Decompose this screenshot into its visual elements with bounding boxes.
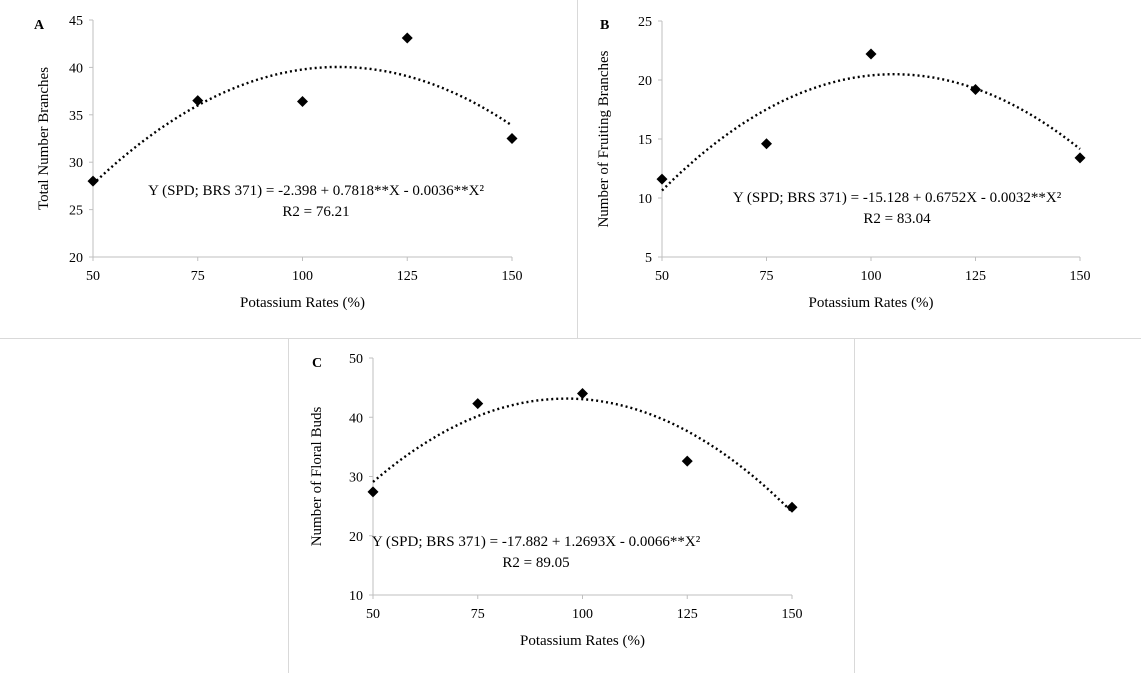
trendline [661,73,1081,192]
panel-label-b: B [600,18,609,33]
x-axis-title: Potassium Rates (%) [520,633,645,649]
panel-label-c: C [312,356,322,371]
chart-a-svg: 20 25 30 35 40 45 50 75 100 125 150 A Potassium Rate… [34,14,523,311]
r-squared-label: R2 = 83.04 [863,211,931,227]
data-point [506,133,518,144]
horizontal-divider [0,338,1141,339]
r-squared-label: R2 = 76.21 [282,204,349,220]
x-tick-label: 50 [86,269,100,284]
x-tick-label: 75 [191,269,205,284]
chart-panel-b: 5 10 15 20 25 50 75 100 125 150 B Potassium Rates (… [577,0,1141,338]
x-tick-label: 75 [471,607,485,622]
trendline [92,65,513,185]
data-point [472,398,484,410]
x-axis-title: Potassium Rates (%) [809,295,934,311]
trendline [372,397,793,513]
x-tick-label: 50 [655,269,669,284]
x-tick-label: 100 [572,607,593,622]
data-point [970,83,981,95]
y-tick-label: 20 [349,530,363,545]
regression-equation: Y (SPD; BRS 371) = -17.882 + 1.2693X - 0… [372,534,701,550]
x-tick-label: 150 [782,607,803,622]
chart-c-svg: 10 20 30 40 50 50 75 100 125 150 C Potassium Rates … [309,352,803,649]
panel-label-a: A [34,18,45,33]
data-point [87,175,99,187]
x-tick-label: 125 [397,269,418,284]
data-point [681,455,693,467]
y-tick-label: 45 [69,14,83,29]
x-tick-label: 150 [1070,269,1091,284]
data-point [297,96,308,108]
r-squared-label: R2 = 89.05 [502,555,569,571]
chart-b-svg: 5 10 15 20 25 50 75 100 125 150 B Potassium Rates (… [596,15,1091,311]
y-tick-label: 10 [349,589,363,604]
x-tick-label: 75 [760,269,774,284]
chart-panel-a: 20 25 30 35 40 45 50 75 100 125 150 A Potassium Rate… [0,0,577,338]
y-tick-label: 20 [69,251,83,266]
chart-panel-c: 10 20 30 40 50 50 75 100 125 150 C Potassium Rates … [288,338,854,673]
data-point [1074,152,1086,164]
x-tick-label: 150 [502,269,523,284]
y-tick-label: 10 [638,192,652,207]
data-point [786,501,798,513]
y-axis-title: Total Number Branches [36,67,52,210]
y-axis-title: Number of Fruiting Branches [596,50,612,227]
y-tick-label: 25 [69,204,83,219]
y-axis-title: Number of Floral Buds [309,407,325,547]
y-tick-label: 5 [645,251,652,266]
data-point [192,95,204,107]
x-tick-label: 100 [861,269,882,284]
y-tick-label: 35 [69,109,83,124]
x-axis-title: Potassium Rates (%) [240,295,365,311]
x-tick-label: 125 [677,607,698,622]
x-tick-label: 100 [292,269,313,284]
x-tick-label: 50 [366,607,380,622]
data-point [656,173,668,185]
y-tick-label: 50 [349,352,363,367]
regression-equation: Y (SPD; BRS 371) = -2.398 + 0.7818**X - … [148,183,484,199]
y-tick-label: 40 [69,61,83,76]
y-tick-label: 30 [69,156,83,171]
data-point [367,486,379,498]
data-point [577,388,588,400]
y-tick-label: 40 [349,411,363,426]
x-tick-label: 125 [965,269,986,284]
y-tick-label: 20 [638,74,652,89]
data-point [401,32,413,44]
panel-c-left-border [288,338,289,673]
regression-equation: Y (SPD; BRS 371) = -15.128 + 0.6752X - 0… [733,190,1062,206]
y-tick-label: 30 [349,471,363,486]
panel-c-right-border [854,338,855,673]
data-point [761,138,772,150]
data-point [865,48,877,60]
y-tick-label: 25 [638,15,652,30]
y-tick-label: 15 [638,133,652,148]
vertical-divider [577,0,578,338]
